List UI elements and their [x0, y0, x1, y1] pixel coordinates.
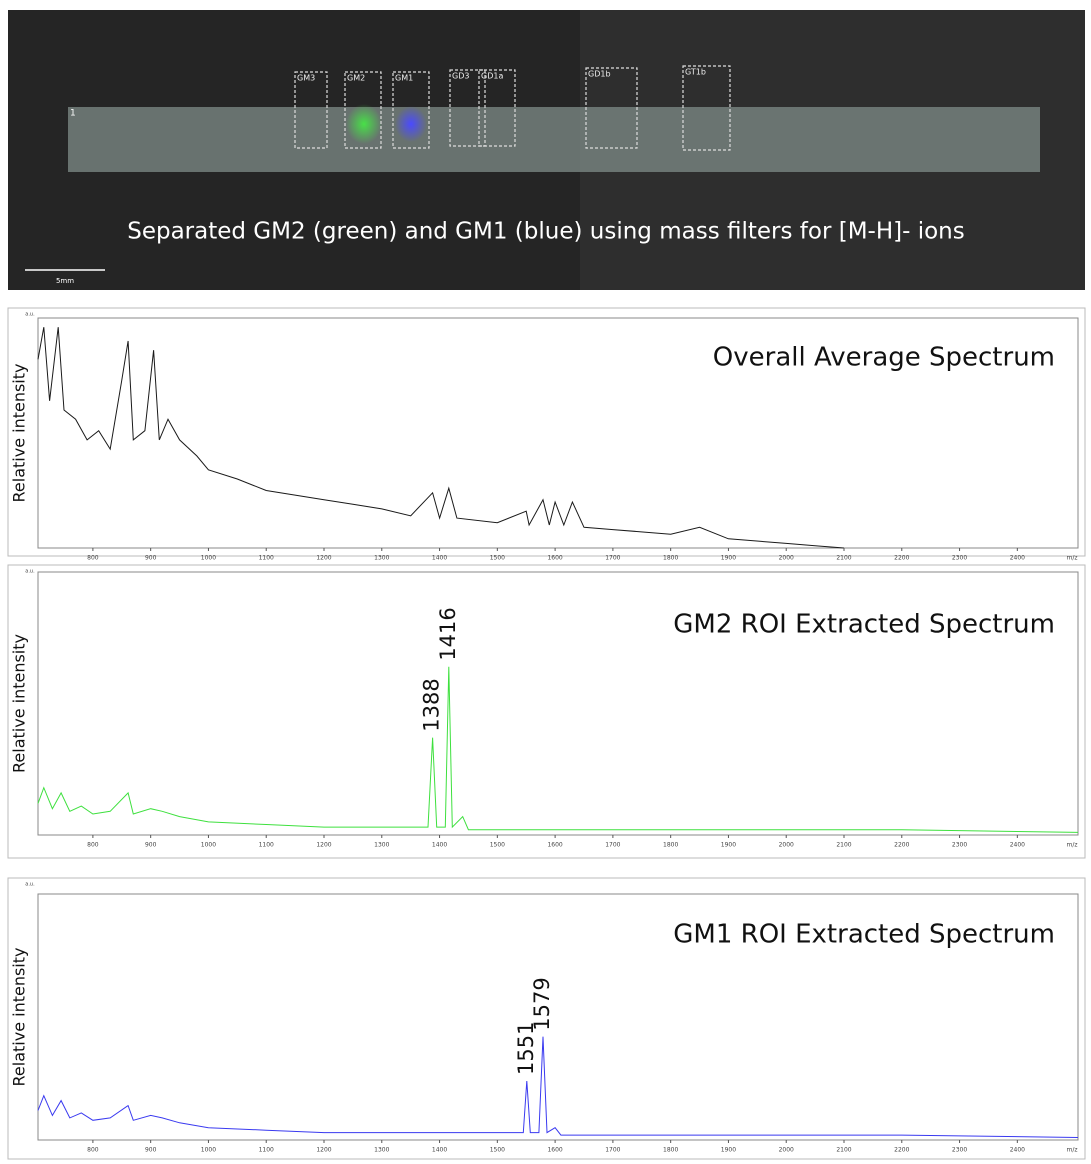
x-tick-label: 1700 — [605, 1147, 620, 1154]
roi-label: GD1b — [588, 70, 611, 79]
x-tick-label: 2200 — [894, 555, 909, 562]
x-tick-label: 2300 — [952, 842, 967, 849]
x-tick-label: 1300 — [374, 1147, 389, 1154]
y-unit: a.u. — [25, 882, 35, 888]
x-tick-label: 1100 — [259, 555, 274, 562]
x-tick-label: 2100 — [836, 842, 851, 849]
x-tick-label: 1900 — [721, 1147, 736, 1154]
y-unit: a.u. — [25, 569, 35, 575]
x-tick-label: 1200 — [316, 842, 331, 849]
peak-label: 1579 — [530, 977, 554, 1030]
x-tick-label: 2400 — [1010, 842, 1025, 849]
caption: Separated GM2 (green) and GM1 (blue) usi… — [127, 219, 965, 245]
y-axis-label: Relative intensity — [10, 634, 29, 773]
x-tick-label: 1800 — [663, 1147, 678, 1154]
x-tick-label: 1700 — [605, 555, 620, 562]
roi-label: GM1 — [395, 74, 413, 83]
x-tick-label: 1400 — [432, 842, 447, 849]
chart-title: GM2 ROI Extracted Spectrum — [673, 610, 1055, 640]
x-tick-label: 1100 — [259, 842, 274, 849]
chart-title: Overall Average Spectrum — [713, 343, 1055, 373]
spectrum-chart: GM2 ROI Extracted Spectrum Relative inten… — [8, 565, 1085, 858]
x-tick-label: 1900 — [721, 555, 736, 562]
y-axis-label: Relative intensity — [10, 364, 29, 503]
x-tick-label: 1100 — [259, 1147, 274, 1154]
x-tick-label: 1500 — [490, 555, 505, 562]
x-tick-label: 800 — [87, 1147, 99, 1154]
x-unit: m/z — [1066, 842, 1077, 849]
x-tick-label: 1900 — [721, 842, 736, 849]
x-tick-label: 1400 — [432, 555, 447, 562]
x-tick-label: 1200 — [316, 1147, 331, 1154]
roi-label: GM2 — [347, 74, 365, 83]
spectrum-chart: GM1 ROI Extracted Spectrum Relative inten… — [8, 878, 1085, 1159]
x-tick-label: 1600 — [547, 842, 562, 849]
x-tick-label: 2100 — [836, 1147, 851, 1154]
figure: 1 GM3 GM2 GM1 GD3 GD1a GD1b GT1b Separat… — [0, 0, 1091, 1164]
x-tick-label: 1000 — [201, 842, 216, 849]
y-axis-label: Relative intensity — [10, 948, 29, 1087]
x-tick-label: 800 — [87, 555, 99, 562]
x-tick-label: 2200 — [894, 1147, 909, 1154]
x-tick-label: 1800 — [663, 555, 678, 562]
x-tick-label: 1200 — [316, 555, 331, 562]
x-tick-label: 2300 — [952, 555, 967, 562]
peak-label: 1388 — [420, 678, 444, 731]
x-tick-label: 2000 — [779, 555, 794, 562]
x-tick-label: 1300 — [374, 842, 389, 849]
x-tick-label: 2300 — [952, 1147, 967, 1154]
chart-title: GM1 ROI Extracted Spectrum — [673, 920, 1055, 950]
x-tick-label: 2000 — [779, 1147, 794, 1154]
x-tick-label: 2400 — [1010, 555, 1025, 562]
roi-label: GT1b — [685, 68, 706, 77]
lane-label: 1 — [70, 109, 76, 119]
x-tick-label: 800 — [87, 842, 99, 849]
green-spot — [346, 104, 382, 144]
lane — [68, 107, 1040, 172]
x-tick-label: 900 — [145, 842, 157, 849]
roi-label: GD1a — [481, 72, 503, 81]
roi-label: GD3 — [452, 72, 469, 81]
x-tick-label: 1400 — [432, 1147, 447, 1154]
x-tick-label: 2200 — [894, 842, 909, 849]
peak-label: 1416 — [436, 607, 460, 660]
image-panel: 1 GM3 GM2 GM1 GD3 GD1a GD1b GT1b Separat… — [8, 10, 1085, 290]
x-unit: m/z — [1066, 555, 1077, 562]
x-tick-label: 1600 — [547, 555, 562, 562]
x-unit: m/z — [1066, 1147, 1077, 1154]
spectrum-chart: Overall Average Spectrum Relative intensi… — [8, 308, 1085, 562]
scale-label: 5mm — [56, 277, 74, 285]
x-tick-label: 1800 — [663, 842, 678, 849]
x-tick-label: 1600 — [547, 1147, 562, 1154]
x-tick-label: 2400 — [1010, 1147, 1025, 1154]
x-tick-label: 2000 — [779, 842, 794, 849]
x-tick-label: 1000 — [201, 1147, 216, 1154]
x-tick-label: 1500 — [490, 1147, 505, 1154]
y-unit: a.u. — [25, 312, 35, 318]
blue-spot — [395, 106, 427, 142]
x-tick-label: 900 — [145, 1147, 157, 1154]
x-tick-label: 1700 — [605, 842, 620, 849]
x-tick-label: 1500 — [490, 842, 505, 849]
x-tick-label: 1300 — [374, 555, 389, 562]
x-tick-label: 900 — [145, 555, 157, 562]
roi-label: GM3 — [297, 74, 315, 83]
x-tick-label: 2100 — [836, 555, 851, 562]
x-tick-label: 1000 — [201, 555, 216, 562]
